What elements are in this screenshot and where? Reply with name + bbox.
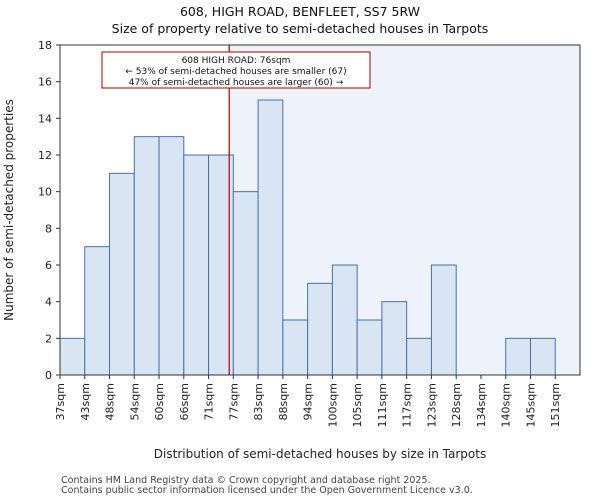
y-axis-label: Number of semi-detached properties bbox=[2, 99, 16, 321]
x-tick-label-71sqm: 71sqm bbox=[203, 383, 216, 420]
chart-title: 608, HIGH ROAD, BENFLEET, SS7 5RW bbox=[179, 4, 421, 19]
y-tick-label-10: 10 bbox=[38, 186, 52, 199]
x-tick-label-37sqm: 37sqm bbox=[54, 383, 67, 420]
y-tick-label-2: 2 bbox=[45, 332, 52, 345]
plot-frame bbox=[59, 44, 581, 376]
y-tick-label-16: 16 bbox=[38, 76, 52, 89]
bar-48sqm bbox=[109, 172, 135, 376]
bar-43sqm bbox=[84, 246, 111, 376]
annotation-frame bbox=[101, 51, 371, 89]
x-tick-label-83sqm: 83sqm bbox=[252, 383, 265, 420]
bar-117sqm bbox=[406, 337, 432, 376]
x-tick-label-54sqm: 54sqm bbox=[128, 383, 141, 420]
bar-100sqm bbox=[331, 264, 358, 376]
x-tick-label-105sqm: 105sqm bbox=[351, 383, 364, 427]
bar-60sqm bbox=[158, 136, 185, 376]
x-tick-label-48sqm: 48sqm bbox=[104, 383, 117, 420]
x-tick-label-111sqm: 111sqm bbox=[376, 383, 389, 427]
x-tick-label-66sqm: 66sqm bbox=[178, 383, 191, 420]
bar-145sqm bbox=[529, 337, 556, 376]
footer-copyright: Contains HM Land Registry data © Crown c… bbox=[61, 475, 431, 486]
y-tick-label-8: 8 bbox=[45, 222, 52, 235]
y-tick-label-0: 0 bbox=[45, 369, 52, 382]
bar-37sqm bbox=[59, 337, 86, 376]
x-tick-label-145sqm: 145sqm bbox=[524, 383, 537, 427]
bar-140sqm bbox=[505, 337, 531, 376]
x-tick-label-94sqm: 94sqm bbox=[302, 383, 315, 420]
x-tick-label-100sqm: 100sqm bbox=[326, 383, 339, 427]
x-axis: 37sqm 43sqm 48sqm 54sqm 60sqm 66sqm 71sqm 77sqm… bbox=[54, 375, 562, 427]
bar-77sqm bbox=[232, 191, 259, 376]
footer-licence: Contains public sector information licen… bbox=[61, 485, 473, 496]
bar-111sqm bbox=[381, 301, 408, 376]
x-tick-label-123sqm: 123sqm bbox=[425, 383, 438, 427]
bar-123sqm bbox=[430, 264, 457, 376]
y-tick-label-14: 14 bbox=[38, 112, 52, 125]
x-tick-label-88sqm: 88sqm bbox=[277, 383, 290, 420]
annotation-box: 608 HIGH ROAD: 76sqm ← 53% of semi-detac… bbox=[101, 51, 371, 89]
annotation-title: 608 HIGH ROAD: 76sqm bbox=[182, 56, 291, 66]
y-tick-label-18: 18 bbox=[38, 39, 52, 52]
x-axis-label: Distribution of semi-detached houses by … bbox=[154, 447, 486, 461]
chart-subtitle: Size of property relative to semi-detach… bbox=[111, 21, 489, 36]
bar-83sqm bbox=[257, 99, 284, 376]
bar-88sqm bbox=[282, 319, 309, 376]
bar-66sqm bbox=[183, 154, 210, 376]
annotation-larger: 47% of semi-detached houses are larger (… bbox=[129, 78, 344, 88]
x-tick-label-60sqm: 60sqm bbox=[153, 383, 166, 420]
bar-105sqm bbox=[356, 319, 383, 376]
y-tick-label-6: 6 bbox=[45, 259, 52, 272]
x-tick-label-151sqm: 151sqm bbox=[549, 383, 562, 427]
x-tick-label-140sqm: 140sqm bbox=[500, 383, 513, 427]
x-tick-label-77sqm: 77sqm bbox=[227, 383, 240, 420]
annotation-smaller: ← 53% of semi-detached houses are smalle… bbox=[125, 67, 346, 77]
y-axis: 0 2 4 6 8 10 12 14 16 18 bbox=[38, 39, 60, 382]
y-tick-label-4: 4 bbox=[45, 296, 52, 309]
bar-group bbox=[59, 99, 556, 376]
x-tick-label-128sqm: 128sqm bbox=[450, 383, 463, 427]
x-tick-label-43sqm: 43sqm bbox=[79, 383, 92, 420]
bar-54sqm bbox=[133, 136, 160, 376]
bar-94sqm bbox=[307, 282, 333, 376]
x-tick-label-134sqm: 134sqm bbox=[475, 383, 488, 427]
x-tick-label-117sqm: 117sqm bbox=[401, 383, 414, 427]
y-tick-label-12: 12 bbox=[38, 149, 52, 162]
